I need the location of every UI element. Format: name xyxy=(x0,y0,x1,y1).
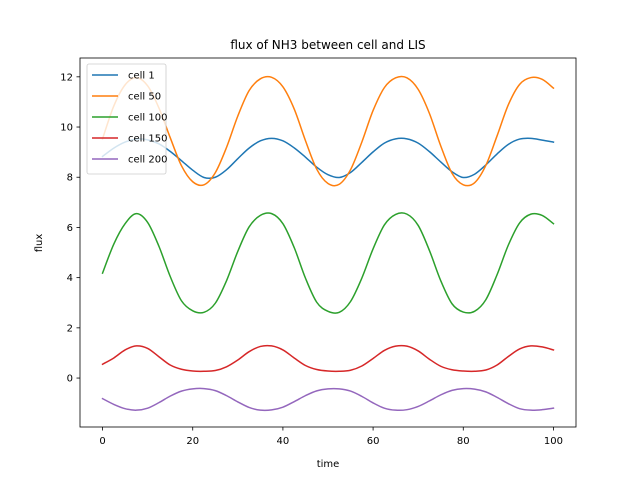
plot-frame xyxy=(79,57,577,428)
legend-label-cell-100: cell 100 xyxy=(128,113,167,124)
y-axis-ticks: 0 2 4 6 8 10 12 xyxy=(60,72,80,385)
legend-label-cell-200: cell 200 xyxy=(128,155,167,166)
x-axis-ticks: 0 20 40 60 80 100 xyxy=(99,427,563,447)
x-tick-label: 0 xyxy=(99,436,105,447)
legend-label-cell-150: cell 150 xyxy=(128,134,167,145)
series-layer xyxy=(101,75,555,412)
legend-label-cell-50: cell 50 xyxy=(128,92,161,103)
legend-label-cell-1: cell 1 xyxy=(128,71,155,82)
legend: cell 1 cell 50 cell 100 cell 150 cell 200 xyxy=(86,63,167,175)
axes-layer xyxy=(79,57,577,428)
x-tick-label: 20 xyxy=(186,436,199,447)
y-tick-label: 8 xyxy=(67,173,73,184)
x-axis-label: time xyxy=(317,459,340,470)
chart-title: flux of NH3 between cell and LIS xyxy=(230,38,425,52)
y-tick-label: 0 xyxy=(67,374,73,385)
x-tick-label: 80 xyxy=(457,436,470,447)
y-tick-label: 4 xyxy=(67,273,73,284)
series-line-cell-100 xyxy=(101,212,555,314)
y-tick-label: 10 xyxy=(60,123,73,134)
y-tick-label: 12 xyxy=(60,72,73,83)
legend-box xyxy=(86,63,167,175)
x-tick-label: 40 xyxy=(277,436,290,447)
series-line-cell-200 xyxy=(101,387,555,412)
y-tick-label: 6 xyxy=(67,223,73,234)
series-line-cell-150 xyxy=(101,344,555,373)
x-tick-label: 60 xyxy=(367,436,380,447)
x-tick-label: 100 xyxy=(544,436,563,447)
series-line-cell-50 xyxy=(101,75,555,187)
y-axis-label: flux xyxy=(34,234,45,253)
y-tick-label: 2 xyxy=(67,323,73,334)
